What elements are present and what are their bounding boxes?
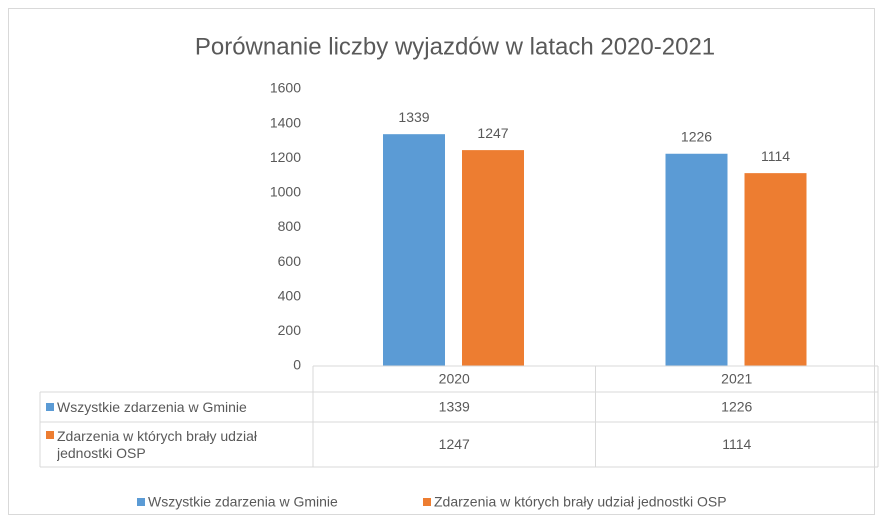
legend-key [137, 498, 145, 506]
table-value: 1247 [439, 436, 470, 452]
y-tick-label: 400 [278, 287, 302, 303]
x-tick-label: 2021 [721, 371, 752, 387]
row-label: Wszystkie zdarzenia w Gminie [57, 398, 247, 415]
table-value: 1226 [721, 399, 752, 415]
bar [462, 150, 524, 366]
bar [665, 153, 728, 366]
legend-label: Zdarzenia w których brały udział jednost… [434, 494, 727, 510]
y-tick-label: 1400 [270, 114, 301, 130]
y-tick-label: 200 [278, 322, 302, 338]
legend-key [46, 431, 54, 439]
y-tick-label: 1600 [270, 80, 301, 96]
x-tick-label: 2020 [439, 371, 470, 387]
y-tick-label: 800 [278, 218, 302, 234]
y-tick-label: 0 [293, 357, 301, 373]
table-value: 1114 [722, 436, 751, 452]
y-tick-label: 1200 [270, 149, 301, 165]
chart-title: Porównanie liczby wyjazdów w latach 2020… [195, 33, 715, 60]
row-label: Zdarzenia w których brały udział jednost… [57, 427, 257, 461]
table-value: 1339 [439, 399, 470, 415]
table-row-header: Wszystkie zdarzenia w Gminie [57, 398, 247, 415]
table-row-header: Zdarzenia w których brały udział jednost… [57, 427, 257, 461]
legend-key [46, 403, 54, 411]
y-tick-label: 1000 [270, 184, 301, 200]
y-tick-label: 600 [278, 253, 302, 269]
legend-label: Wszystkie zdarzenia w Gminie [148, 494, 338, 510]
bar [744, 173, 807, 366]
data-label: 1339 [398, 109, 429, 125]
data-label: 1247 [477, 125, 508, 141]
data-label: 1114 [761, 148, 790, 164]
data-label: 1226 [681, 128, 712, 144]
bar [383, 134, 445, 366]
legend-key [423, 498, 431, 506]
